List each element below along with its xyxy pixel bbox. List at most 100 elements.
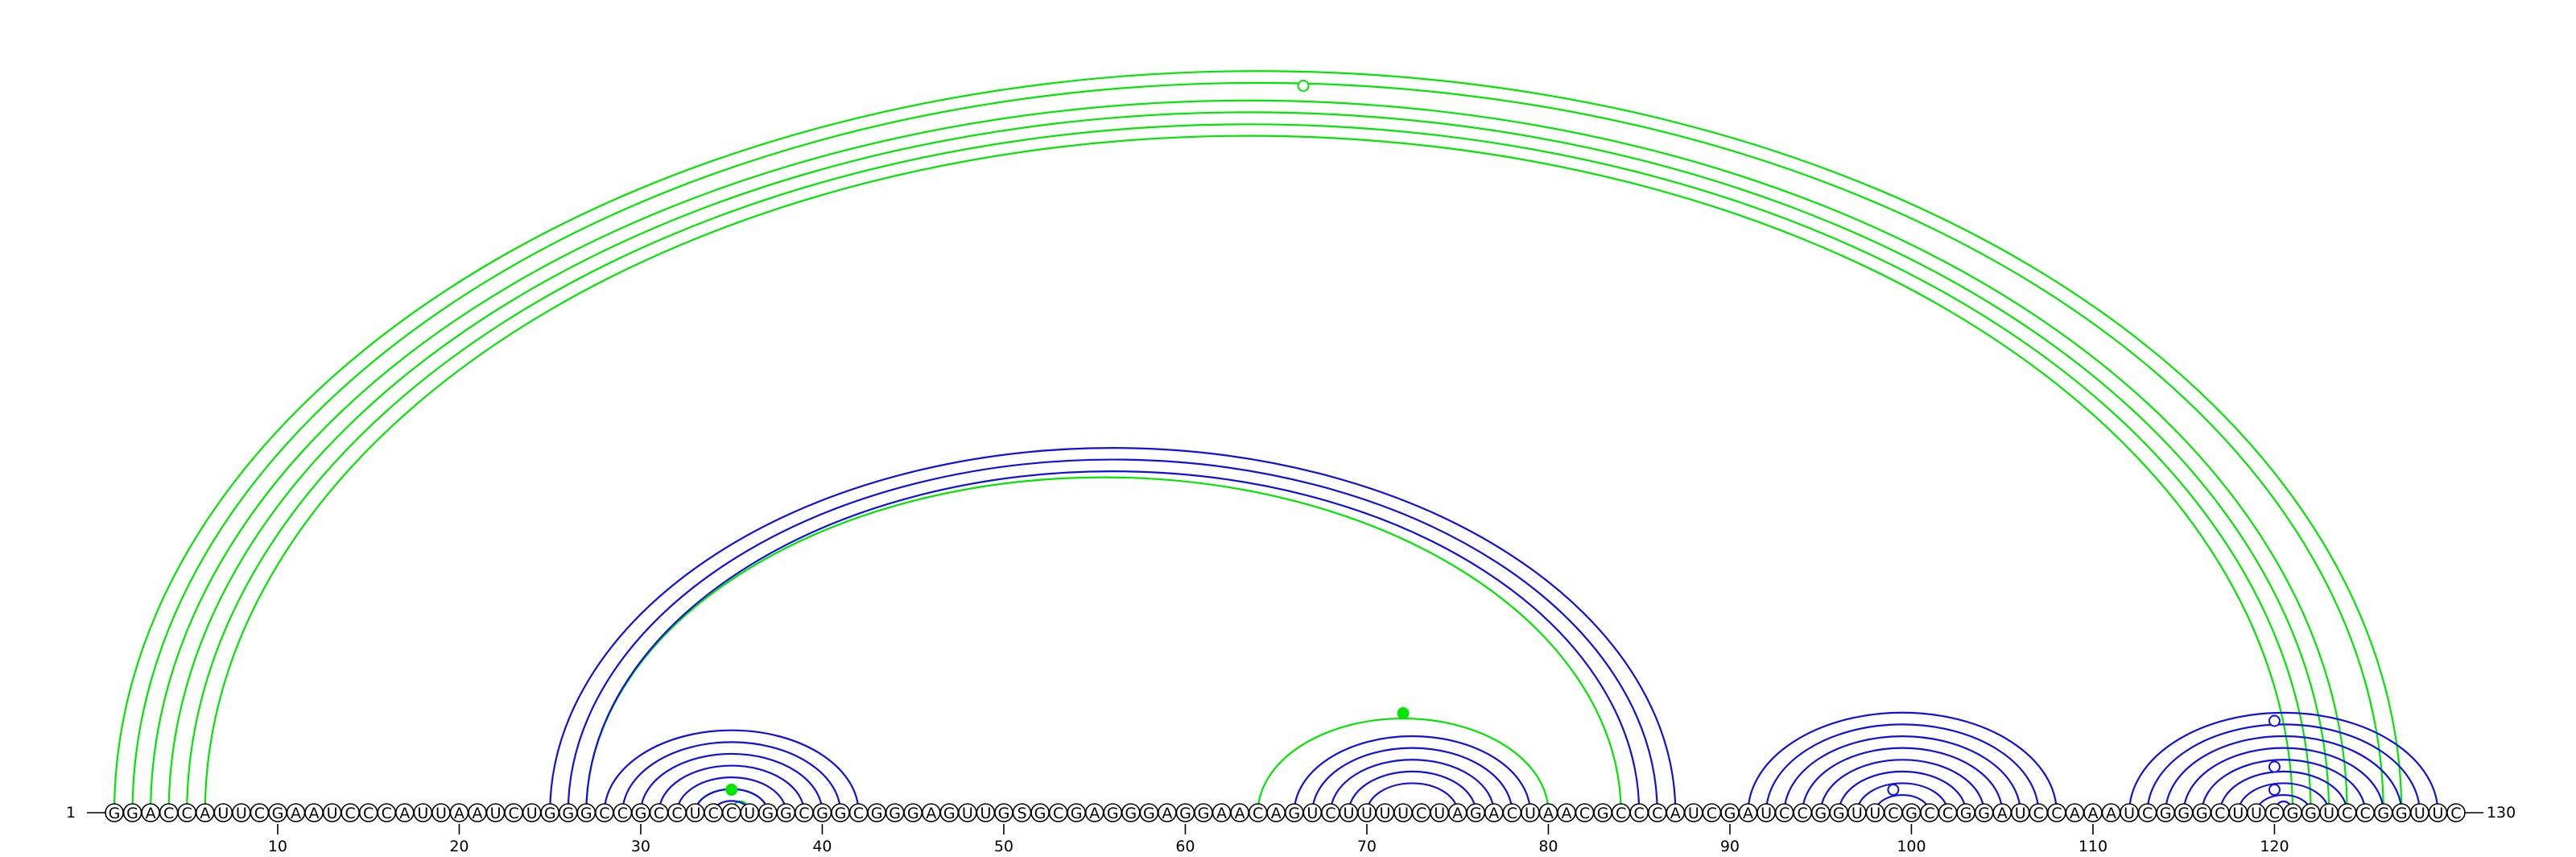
nucleotide: G <box>1139 803 1159 822</box>
base-pair-arc-blue <box>1293 735 1531 814</box>
nucleotide-letter: C <box>2450 805 2461 822</box>
nucleotide-letter: U <box>217 805 229 822</box>
nucleotide-letter: U <box>417 805 428 822</box>
base-pair-arc-blue <box>1747 711 2058 814</box>
nucleotide-letter: A <box>1562 805 1572 822</box>
nucleotide-letter: C <box>2269 805 2280 822</box>
nucleotide: G <box>1030 803 1050 822</box>
nucleotide: C <box>1575 803 1595 822</box>
nucleotide: A <box>1992 803 2012 822</box>
nucleotide-letter: C <box>2142 805 2153 822</box>
nucleotide: C <box>1321 803 1340 822</box>
axis-tick-label: 120 <box>2260 838 2289 855</box>
base-pair-arc-blue <box>1765 723 2040 814</box>
nucleotide: A <box>1557 803 1576 822</box>
arc-layer <box>113 70 2439 814</box>
nucleotide-letter: A <box>1670 805 1681 822</box>
base-pair-arc-blue <box>658 764 805 814</box>
nucleotide: A <box>2065 803 2085 822</box>
nucleotide: U <box>1847 803 1867 822</box>
nucleotide: C <box>2264 803 2285 822</box>
base-pair-arc-blue <box>603 729 860 814</box>
nucleotide-letter: G <box>2377 805 2389 822</box>
axis-tick-label: 20 <box>449 838 469 855</box>
nucleotide: A <box>921 803 941 822</box>
base-pair-arc-green <box>113 70 2403 814</box>
nucleotide-letter: C <box>182 805 192 822</box>
nucleotide-letter: U <box>1397 805 1409 822</box>
nucleotide: G <box>994 803 1013 822</box>
nucleotide: C <box>704 803 723 822</box>
nucleotide-letter: G <box>2287 805 2299 822</box>
nucleotide-letter: G <box>1978 805 1990 822</box>
nucleotide-letter: A <box>2106 805 2116 822</box>
nucleotide-letter: C <box>1416 805 1426 822</box>
nucleotide: C <box>1920 803 1939 822</box>
nucleotide: G <box>2283 803 2302 822</box>
nucleotide-letter: G <box>1125 805 1137 822</box>
nucleotide: A <box>1158 803 1177 822</box>
nucleotide-letter: U <box>327 805 338 822</box>
nucleotide: C <box>1938 803 1958 822</box>
nucleotide: A <box>394 803 415 822</box>
nucleotide-letter: C <box>363 805 374 822</box>
position-axis: 10 20 30 40 50 60 70 80 90 100 110 120 <box>268 824 2289 855</box>
nucleotide-letter: U <box>1307 805 1318 822</box>
nucleotide-letter: U <box>1434 805 1445 822</box>
axis-tick-label: 90 <box>1720 838 1740 855</box>
nucleotide-letter: U <box>1869 805 1880 822</box>
end-position-label: 130 <box>2487 804 2516 822</box>
nucleotide: A <box>1266 803 1286 822</box>
nucleotide-letter: G <box>272 805 284 822</box>
nucleotide-letter: G <box>1143 805 1155 822</box>
nucleotide: C <box>341 803 360 822</box>
nucleotide: G <box>776 803 796 822</box>
base-pair-arc-blue <box>1802 747 2004 814</box>
nucleotide: G <box>2174 803 2194 822</box>
nucleotide: G <box>1720 803 1740 822</box>
nucleotide: C <box>1502 803 1522 822</box>
nucleotide: U <box>1339 803 1359 822</box>
base-pair-arc-blue <box>675 776 787 814</box>
nucleotide: G <box>1593 803 1612 822</box>
start-position-label: 1 <box>66 804 76 822</box>
nucleotide: G <box>1901 803 1922 822</box>
nucleotide-letter: C <box>2215 805 2225 822</box>
nucleotide: C <box>2446 803 2466 822</box>
nucleotide-letter: G <box>1107 805 1119 822</box>
base-pair-arc-green <box>187 124 2310 813</box>
nucleotide-letter: C <box>1507 805 1517 822</box>
nucleotide: A <box>1484 803 1504 822</box>
nucleotide-letter: C <box>1779 805 1790 822</box>
base-pair-arc-green <box>167 111 2330 814</box>
nucleotide-letter: C <box>1325 805 1335 822</box>
nucleotide: U <box>2247 803 2266 822</box>
nucleotide: C <box>159 803 179 822</box>
arc-marker <box>2268 760 2281 773</box>
nucleotide: U <box>2428 803 2448 822</box>
nucleotide: C <box>1629 803 1649 822</box>
nucleotide: U <box>485 803 506 822</box>
nucleotide: U <box>1375 803 1395 822</box>
nucleotide: C <box>795 803 814 822</box>
nucleotide-letter: U <box>1852 805 1863 822</box>
nucleotide-letter: U <box>1380 805 1391 822</box>
nucleotide-letter: C <box>254 805 265 822</box>
nucleotide: G <box>812 803 832 822</box>
nucleotide: A <box>304 803 324 822</box>
base-pair-arc-green <box>131 81 2384 814</box>
axis-tick-label: 70 <box>1357 838 1377 855</box>
nucleotide-letter: U <box>436 805 447 822</box>
axis-tick-label: 10 <box>268 838 287 855</box>
nucleotide-letter: U <box>2124 805 2135 822</box>
nucleotide-letter: U <box>1761 805 1772 822</box>
nucleotide-letter: U <box>2015 805 2026 822</box>
nucleotide-letter: C <box>1707 805 1717 822</box>
nucleotide: U <box>1430 803 1449 822</box>
nucleotide-letter: G <box>762 805 774 822</box>
nucleotide: A <box>449 803 469 822</box>
nucleotide-letter: U <box>962 805 973 822</box>
nucleotide: U <box>976 803 996 822</box>
base-pair-arc-blue <box>1348 770 1477 814</box>
nucleotide-letter: U <box>1525 805 1536 822</box>
